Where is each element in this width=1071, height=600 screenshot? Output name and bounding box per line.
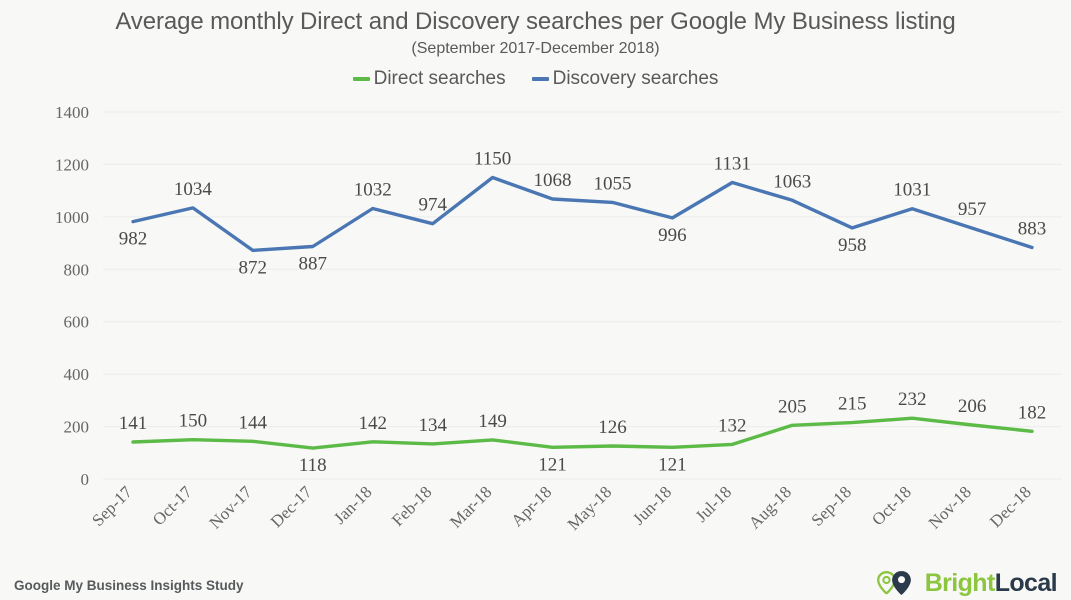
chart-subtitle: (September 2017-December 2018) (411, 40, 660, 57)
data-point-label: 872 (239, 257, 268, 278)
data-point-label: 205 (778, 396, 807, 417)
x-axis-tick-label: Dec-18 (986, 482, 1035, 531)
data-point-label: 134 (418, 415, 447, 436)
brand-part-bright: Bright (924, 568, 996, 597)
legend-label-direct-searches: Direct searches (373, 68, 506, 89)
data-point-label: 132 (718, 415, 747, 436)
chart-legend: Direct searches Discovery searches (0, 68, 1071, 90)
data-point-label: 957 (958, 199, 987, 220)
x-axis-tick-label: Apr-18 (507, 482, 555, 530)
x-axis-tick-label: Oct-17 (149, 482, 196, 529)
y-axis-tick-label: 1000 (55, 208, 89, 227)
data-point-label: 1068 (534, 170, 572, 191)
y-axis-tick-label: 1200 (55, 155, 89, 174)
x-axis-tick-label: Jun-18 (629, 482, 675, 528)
map-pin-icon (876, 571, 911, 595)
data-point-label: 118 (299, 455, 327, 476)
legend-swatch-discovery-searches (531, 77, 549, 81)
x-axis-tick-label: Jan-18 (330, 482, 375, 527)
y-axis-tick-label: 800 (64, 260, 90, 279)
y-axis-tick-label: 200 (64, 418, 90, 437)
x-axis-tick-label: Sep-17 (88, 482, 136, 530)
x-axis-tick-label: Nov-17 (205, 482, 256, 533)
legend-swatch-direct-searches (352, 77, 370, 81)
brand-part-local: Local (994, 568, 1058, 597)
x-axis-tick-label: May-18 (564, 482, 615, 533)
data-point-label: 1032 (354, 180, 392, 201)
brandlocal-logo[interactable]: BrightLocal (874, 568, 1058, 597)
legend-item-direct-searches[interactable]: Direct searches (352, 68, 506, 90)
chart-plot-area: 0 200 400 600 800 1000 1200 1400 141 150 144 118 142… (55, 103, 1062, 534)
footer-source-note: Google My Business Insights Study (14, 578, 244, 593)
data-point-label: 149 (478, 411, 507, 432)
x-axis-tick-label: Oct-18 (868, 482, 915, 529)
x-axis-tick-label: Nov-18 (925, 482, 975, 532)
data-point-label: 182 (1018, 402, 1047, 423)
data-point-label: 1034 (174, 179, 213, 200)
series-line-direct-searches (131, 416, 1034, 450)
x-axis-tick-label: Sep-18 (808, 482, 855, 529)
x-axis-tick-label: Aug-18 (745, 482, 795, 532)
legend-item-discovery-searches[interactable]: Discovery searches (531, 68, 719, 90)
data-point-label: 206 (958, 396, 987, 417)
data-point-label: 126 (598, 417, 627, 438)
x-axis-tick-label: Mar-18 (446, 482, 495, 531)
data-point-label: 1055 (594, 173, 632, 194)
data-point-label: 1063 (773, 171, 811, 192)
data-point-label: 974 (418, 195, 447, 216)
data-point-label: 887 (299, 254, 328, 275)
data-point-label: 1031 (893, 180, 931, 201)
data-point-label: 142 (358, 413, 387, 434)
legend-label-discovery-searches: Discovery searches (552, 68, 719, 89)
series-line-discovery-searches (131, 175, 1034, 253)
brand-wordmark: BrightLocal (924, 568, 1058, 597)
y-axis-tick-label: 600 (64, 313, 90, 332)
data-point-label: 141 (119, 413, 148, 434)
data-point-label: 958 (838, 235, 867, 256)
data-point-label: 121 (538, 454, 567, 475)
y-axis-tick-label: 0 (81, 470, 90, 489)
y-axis-tick-label: 1400 (55, 103, 89, 122)
data-point-label: 996 (658, 225, 687, 246)
data-point-label: 1131 (714, 154, 751, 175)
chart-title: Average monthly Direct and Discovery sea… (115, 8, 956, 35)
x-axis-tick-label: Dec-17 (267, 482, 316, 531)
data-point-label: 215 (838, 394, 867, 415)
x-axis-tick-label: Jul-18 (692, 482, 735, 525)
data-point-label: 150 (179, 411, 208, 432)
data-point-label: 144 (239, 412, 268, 433)
y-axis-tick-label: 400 (64, 365, 90, 384)
data-point-label: 121 (658, 454, 687, 475)
x-axis-tick-label: Feb-18 (388, 482, 435, 529)
data-point-label: 883 (1018, 219, 1047, 240)
data-point-label: 1150 (474, 149, 511, 170)
data-point-label: 982 (119, 229, 148, 250)
data-point-label: 232 (898, 389, 927, 410)
